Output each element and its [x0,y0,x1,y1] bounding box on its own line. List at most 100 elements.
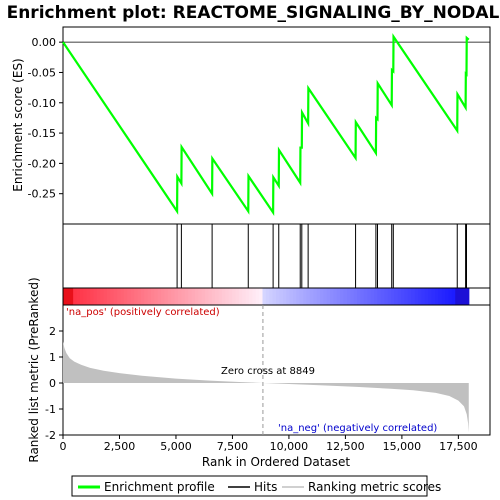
x-tick-label: 15,000 [383,440,422,453]
metric-ylabel: Ranked list metric (PreRanked) [27,277,41,462]
heatmap-cell [333,288,338,305]
heatmap-cell [232,288,237,305]
neg-correlated-label: 'na_neg' (negatively correlated) [278,423,437,434]
heatmap-cell [113,288,118,305]
heatmap-cell [262,288,267,305]
heatmap-cell [448,288,453,305]
heatmap-cell [353,288,358,305]
es-panel: 0.00 -0.05 -0.10 -0.15 -0.20 -0.25 Enrichment… [11,26,491,225]
heatmap-cell [259,288,264,305]
heatmap-cell [269,288,274,305]
heatmap-cell [76,288,81,305]
heatmap-cell [319,288,324,305]
heatmap-cell [167,288,172,305]
es-ytick-label: -0.05 [28,66,56,79]
heatmap-cell [363,288,368,305]
es-ytick-label: -0.15 [28,127,56,140]
es-ylabel: Enrichment score (ES) [11,58,25,191]
heatmap-cell [171,288,176,305]
heatmap-cell [123,288,128,305]
heatmap-cell [330,288,335,305]
heatmap-cell [451,288,456,305]
heatmap-cell [309,288,314,305]
heatmap-cell [367,288,372,305]
heatmap-cell [316,288,321,305]
heatmap-cell [106,288,111,305]
heatmap-cell [198,288,203,305]
heatmap-cell [100,288,105,305]
heatmap-cell [326,288,331,305]
metric-ytick-label: 0 [49,377,56,390]
rank-heatmap-strip [62,287,491,306]
heatmap-cell [455,288,460,305]
heatmap-cell [235,288,240,305]
x-tick-label: 5,000 [160,440,192,453]
heatmap-cell [147,288,152,305]
heatmap-cell [414,288,419,305]
heatmap-cell [340,288,345,305]
es-panel-frame [62,26,491,225]
heatmap-cell [69,288,74,305]
heatmap-cell [438,288,443,305]
heatmap-cell [401,288,406,305]
metric-panel-frame [62,304,491,436]
heatmap-cell [96,288,101,305]
heatmap-cell [238,288,243,305]
hits-panel-frame [62,223,491,289]
heatmap-cell [347,288,352,305]
heatmap-cell [177,288,182,305]
heatmap-cell [248,288,253,305]
heatmap-cell [445,288,450,305]
heatmap-cell [465,288,470,305]
legend-enrichment-profile-label: Enrichment profile [104,480,215,494]
enrichment-profile-line [62,33,470,217]
heatmap-cell [357,288,362,305]
heatmap-cell [134,288,138,305]
metric-ytick-label: 2 [49,325,56,338]
heatmap-cell [272,288,277,305]
heatmap-cell [110,288,115,305]
heatmap-cell [242,288,247,305]
heatmap-cell [296,288,301,305]
heatmap-cell [343,288,348,305]
x-tick-label: 12,500 [326,440,365,453]
heatmap-cell [218,288,223,305]
x-axis-label: Rank in Ordered Dataset [202,455,350,469]
es-ytick-label: -0.25 [28,188,56,201]
heatmap-cell [282,288,287,305]
heatmap-cell [201,288,206,305]
x-tick-label: 2,500 [104,440,136,453]
legend-hits-label: Hits [254,480,277,494]
heatmap-cell [150,288,155,305]
heatmap-cell [221,288,226,305]
heatmap-cell [164,288,169,305]
heatmap-cell [434,288,439,305]
heatmap-cell [245,288,250,305]
heatmap-cell [215,288,220,305]
heatmap-cell [289,288,294,305]
heatmap-cell [83,288,88,305]
heatmap-cell [424,288,429,305]
heatmap-cell [93,288,98,305]
heatmap-cell [188,288,193,305]
heatmap-cell [154,288,159,305]
metric-ytick-label: -2 [45,429,56,442]
x-tick-label: 17,500 [439,440,478,453]
heatmap-cell [323,288,328,305]
heatmap-cell [184,288,189,305]
heatmap-cell [255,288,260,305]
heatmap-cell [181,288,186,305]
heatmap-cell [79,288,84,305]
heatmap-cell [130,288,135,305]
heatmap-cell [140,288,145,305]
heatmap-cell [313,288,318,305]
heatmap-cell [384,288,389,305]
ranking-metric-area [63,341,469,433]
heatmap-cell [191,288,196,305]
heatmap-cell [63,288,67,305]
heatmap-cell [370,288,375,305]
heatmap-cell [205,288,209,305]
chart-title: Enrichment plot: REACTOME_SIGNALING_BY_N… [7,3,500,23]
heatmap-cell [303,288,308,305]
heatmap-cell [127,288,132,305]
